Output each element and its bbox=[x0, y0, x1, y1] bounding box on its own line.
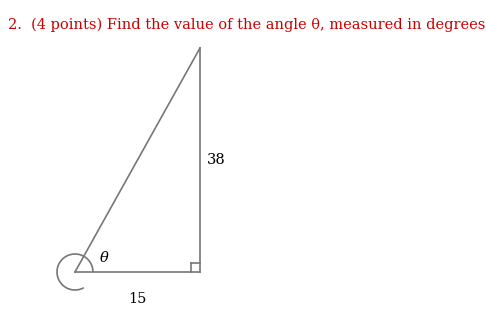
Text: 15: 15 bbox=[128, 292, 146, 306]
Text: θ: θ bbox=[100, 251, 109, 265]
Text: 38: 38 bbox=[207, 153, 226, 167]
Text: 2.  (4 points) Find the value of the angle θ, measured in degrees.: 2. (4 points) Find the value of the angl… bbox=[8, 18, 486, 32]
